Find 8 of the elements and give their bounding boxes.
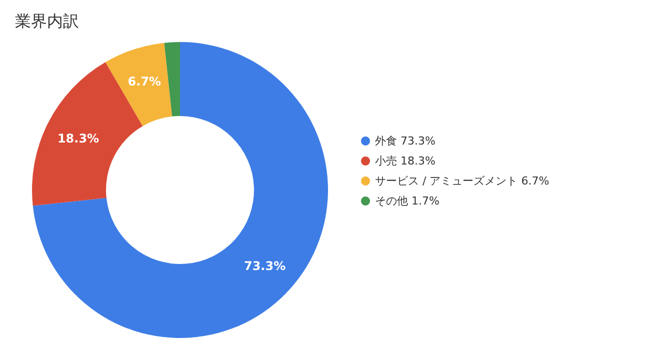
legend-label: 小売 18.3% bbox=[375, 154, 436, 168]
legend-label: 外食 73.3% bbox=[375, 134, 436, 148]
data-label: 73.3% bbox=[244, 259, 286, 274]
chart-title: 業界内訳 bbox=[15, 12, 79, 30]
data-label: 18.3% bbox=[57, 132, 100, 146]
legend-label: サービス / アミューズメント 6.7% bbox=[375, 174, 550, 188]
data-label: 6.7% bbox=[128, 74, 162, 89]
legend-label: その他 1.7% bbox=[375, 194, 440, 208]
